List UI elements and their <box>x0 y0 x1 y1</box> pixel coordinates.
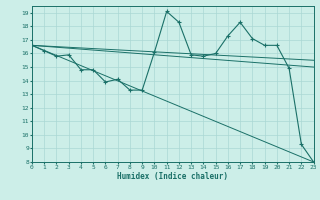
X-axis label: Humidex (Indice chaleur): Humidex (Indice chaleur) <box>117 172 228 181</box>
